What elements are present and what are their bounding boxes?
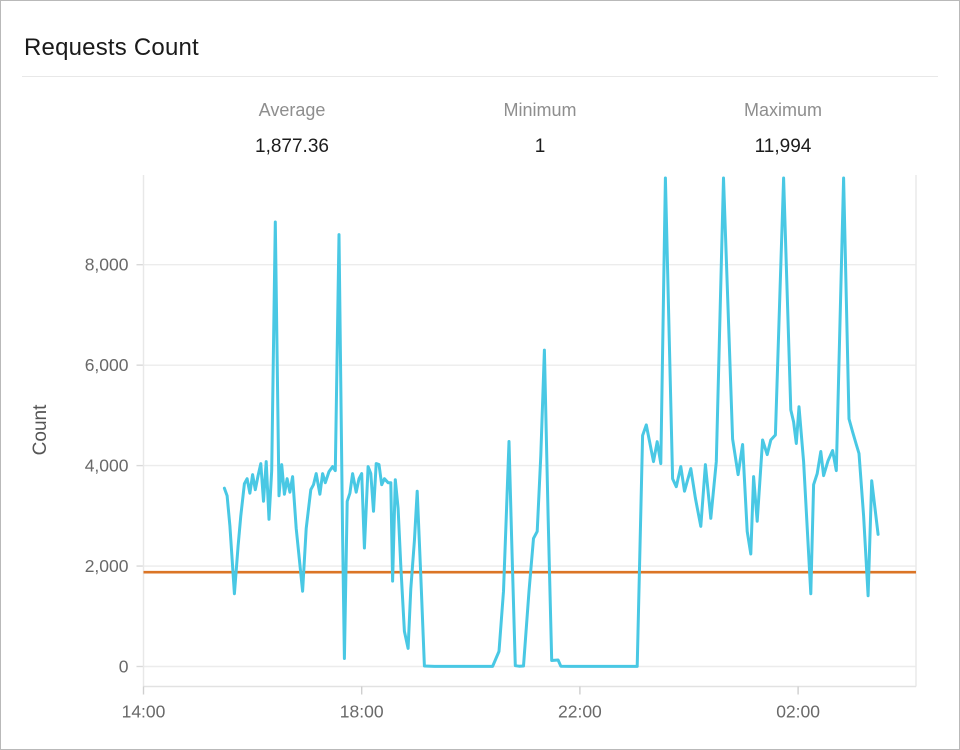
y-tick-label: 6,000 bbox=[85, 355, 129, 375]
x-tick-label: 14:00 bbox=[122, 702, 166, 722]
stat-average-label: Average bbox=[258, 100, 326, 120]
stat-minimum-label: Minimum bbox=[503, 100, 577, 120]
stat-maximum-label: Maximum bbox=[743, 100, 823, 120]
y-tick-label: 8,000 bbox=[85, 255, 129, 275]
series-line bbox=[222, 176, 880, 668]
x-tick-label: 22:00 bbox=[558, 702, 602, 722]
x-tick-label: 02:00 bbox=[776, 702, 820, 722]
stat-maximum-value: 11,994 bbox=[754, 136, 812, 157]
stat-minimum: Minimum 1 bbox=[503, 100, 576, 158]
stat-maximum: Maximum 11,994 bbox=[744, 100, 822, 158]
title-divider bbox=[22, 76, 938, 77]
x-tick-label: 18:00 bbox=[340, 702, 384, 722]
y-tick-label: 4,000 bbox=[85, 456, 129, 476]
stat-minimum-value: 1 bbox=[534, 136, 546, 157]
y-tick-label: 0 bbox=[119, 657, 129, 677]
stat-average: Average 1,877.36 bbox=[255, 100, 329, 158]
y-tick-label: 2,000 bbox=[85, 556, 129, 576]
page-title: Requests Count bbox=[24, 34, 199, 61]
stat-average-value: 1,877.36 bbox=[255, 136, 329, 157]
y-axis-title: Count bbox=[30, 404, 51, 455]
